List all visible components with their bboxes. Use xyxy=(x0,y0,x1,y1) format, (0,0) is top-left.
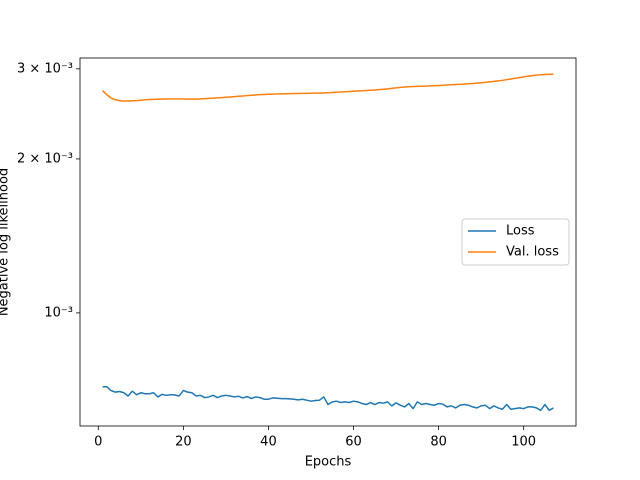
y-tick-label: 10⁻³ xyxy=(44,305,73,320)
x-tick-label: 40 xyxy=(260,435,277,450)
x-axis-label: Epochs xyxy=(305,455,352,470)
x-tick-label: 100 xyxy=(511,435,536,450)
y-tick-label: 3 × 10⁻³ xyxy=(17,61,73,76)
legend-label: Val. loss xyxy=(506,245,559,260)
line xyxy=(102,73,554,102)
x-tick-label: 60 xyxy=(345,435,362,450)
y-tick-label: 2 × 10⁻³ xyxy=(17,151,73,166)
plot-frame xyxy=(79,57,577,427)
y-axis-label: Negative log likelihood xyxy=(0,168,12,316)
legend-label: Loss xyxy=(506,224,535,239)
line xyxy=(102,386,554,412)
x-tick-label: 20 xyxy=(175,435,192,450)
x-tick-label: 0 xyxy=(94,435,102,450)
x-tick-label: 80 xyxy=(430,435,447,450)
